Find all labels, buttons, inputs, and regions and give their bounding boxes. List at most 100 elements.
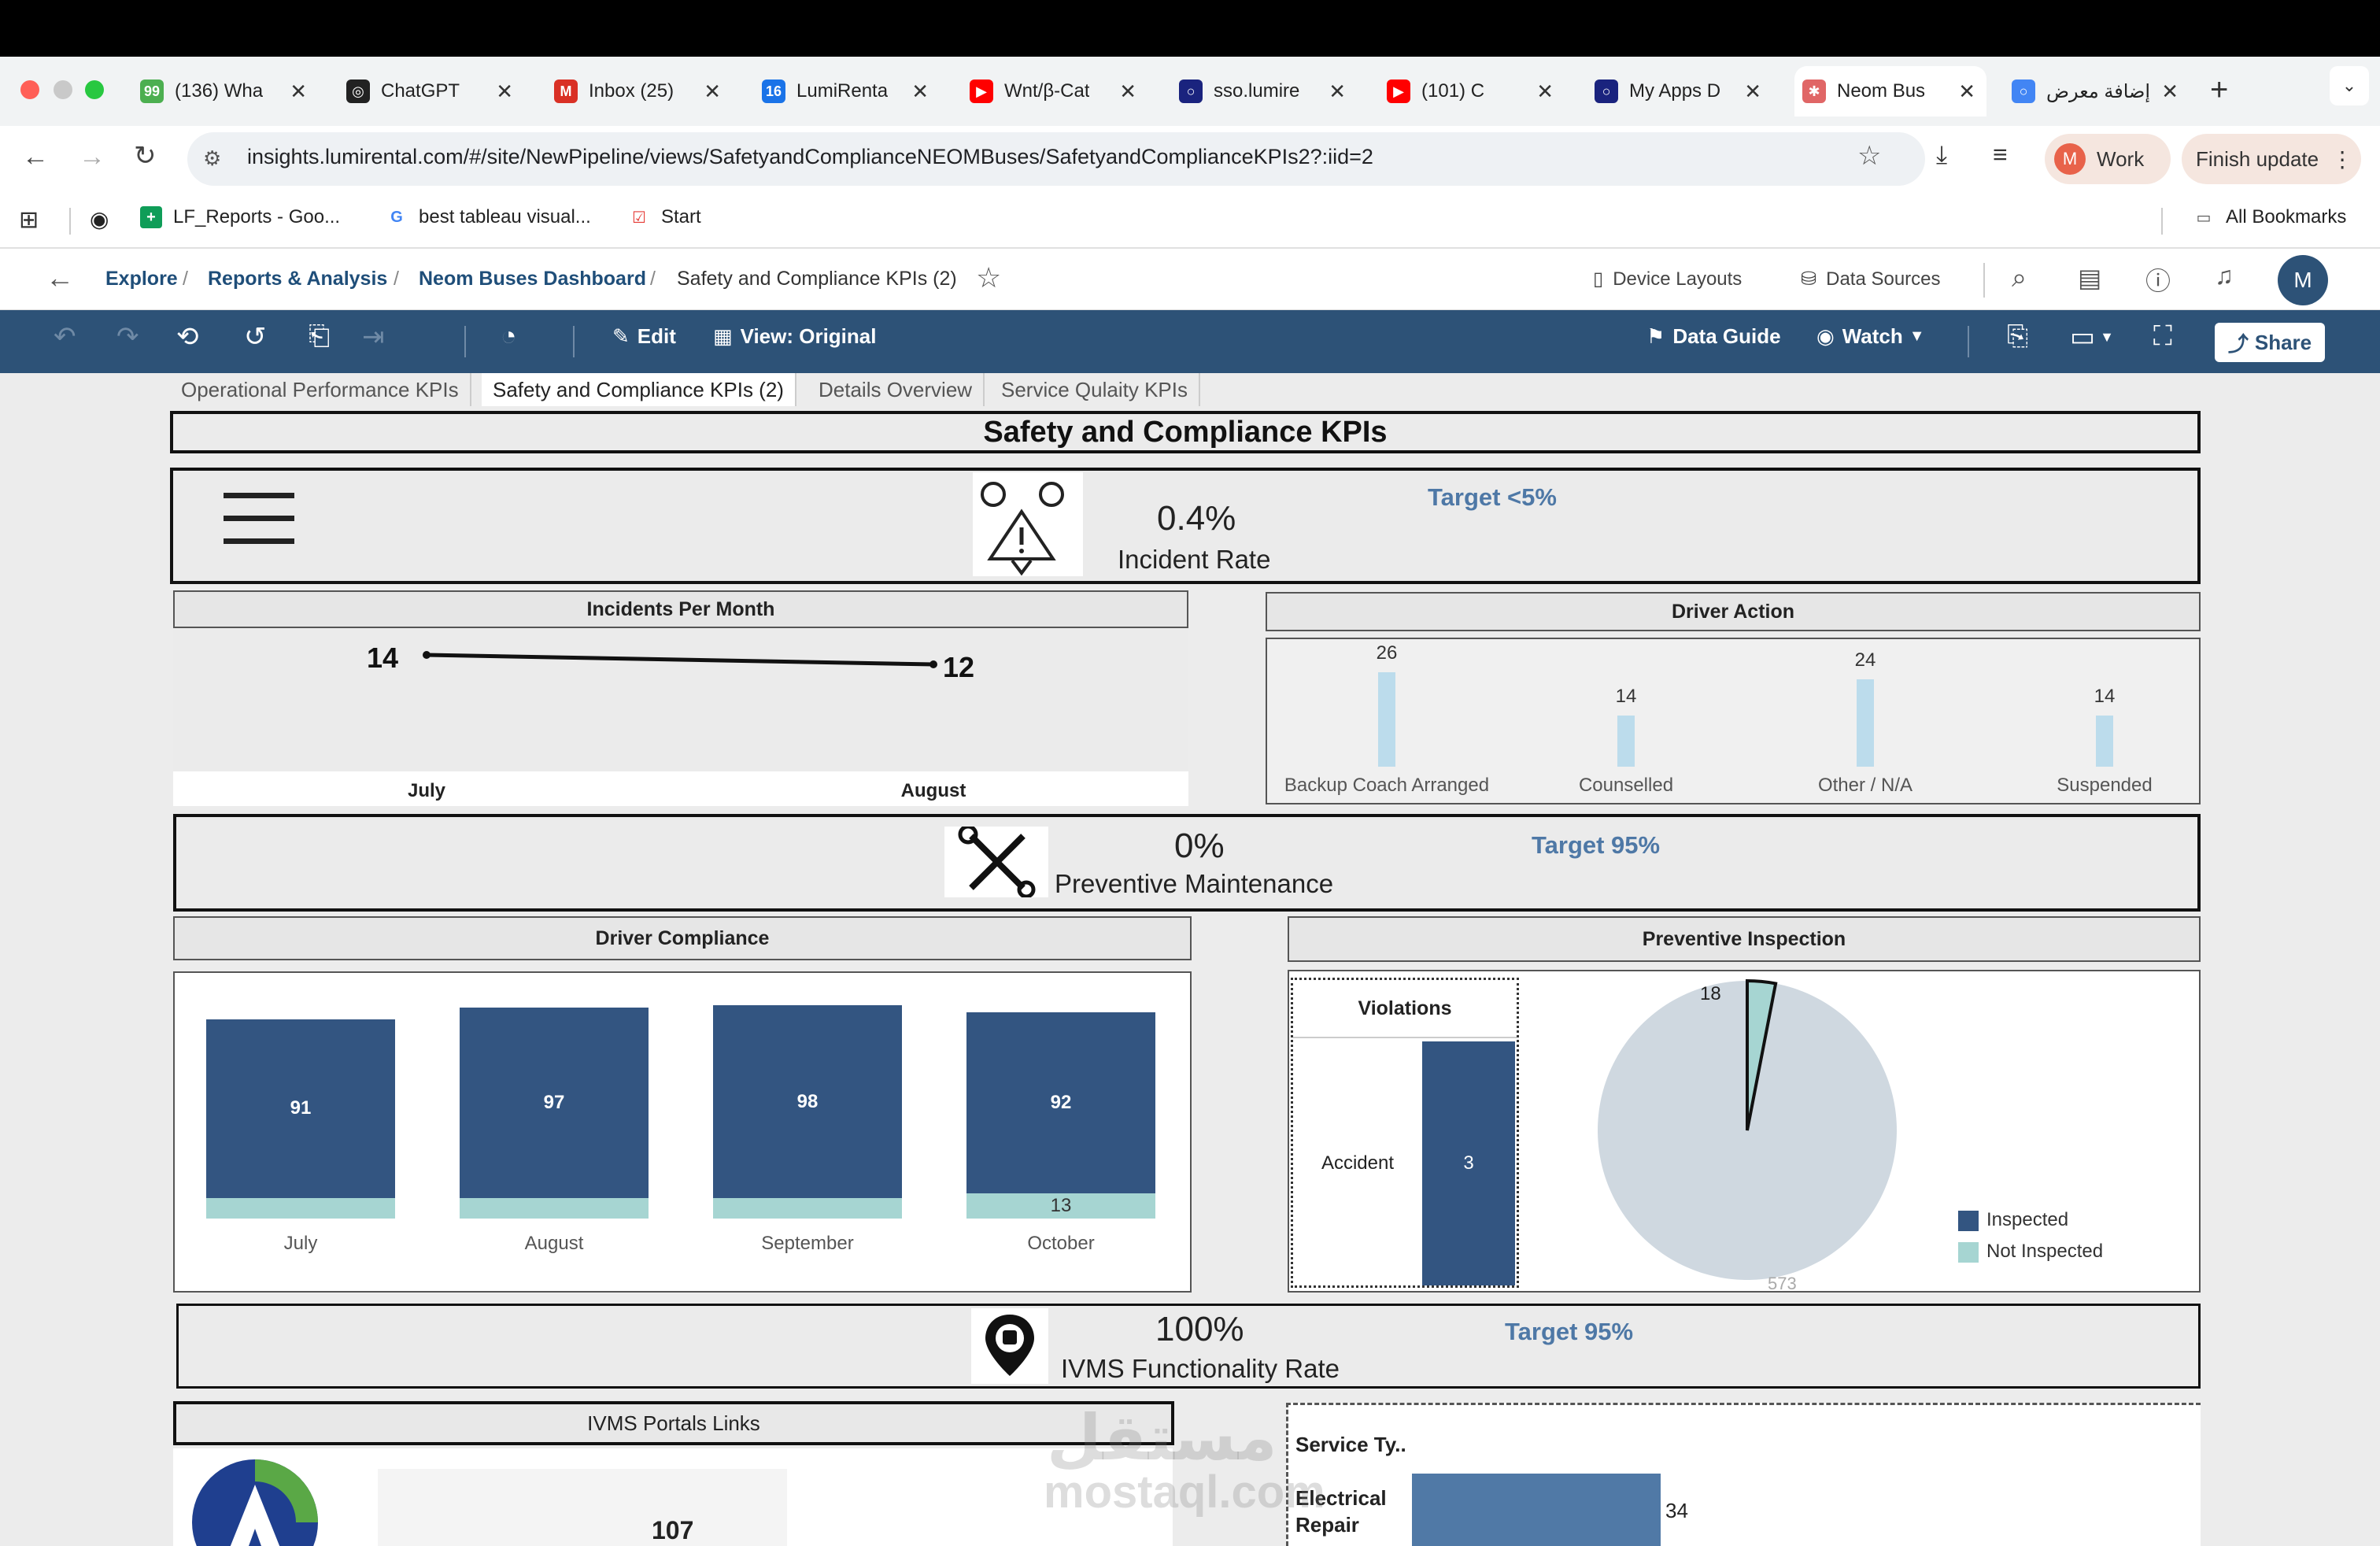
zoom-window-button[interactable]	[85, 80, 104, 99]
breadcrumb-sep: /	[650, 268, 656, 290]
user-avatar[interactable]: M	[2278, 255, 2328, 305]
incidents-point	[423, 651, 431, 659]
revert-icon[interactable]: ⟲	[176, 322, 199, 352]
close-tab-icon[interactable]: ✕	[496, 79, 513, 103]
refresh-icon[interactable]: ↺	[244, 322, 267, 352]
tab-search-button[interactable]: ⌄	[2330, 66, 2369, 105]
hamburger-icon[interactable]	[224, 493, 294, 548]
back-arrow-icon[interactable]: ←	[46, 261, 74, 294]
compliance-category: July	[283, 1233, 318, 1254]
download-icon[interactable]: ⤓	[1936, 140, 1948, 168]
undo-icon[interactable]: ↶	[54, 322, 76, 352]
service-type-row2: Repair	[1295, 1513, 1359, 1537]
tab-title: (136) Wha	[175, 80, 264, 102]
present-icon[interactable]: ▭ ▼	[2070, 322, 2114, 352]
compliance-category: August	[524, 1233, 584, 1254]
sheets-icon: +	[140, 206, 162, 228]
metrics-icon[interactable]: ◔	[501, 321, 517, 351]
back-icon[interactable]: ←	[22, 142, 49, 172]
incident-rate-panel	[170, 468, 2201, 584]
device-layouts-button[interactable]: ▯ Device Layouts	[1593, 268, 1742, 290]
address-bar[interactable]	[187, 132, 1925, 186]
close-tab-icon[interactable]: ✕	[1536, 79, 1554, 103]
incidents-axis-label: August	[901, 780, 966, 801]
help-icon[interactable]: ⓘ	[2145, 267, 2171, 295]
reload-icon[interactable]: ↻	[134, 141, 157, 171]
browser-tab[interactable]: M Inbox (25) ✕	[546, 66, 732, 117]
watch-label: Watch	[1842, 324, 1903, 348]
violations-title: Violations	[1293, 980, 1517, 1038]
close-tab-icon[interactable]: ✕	[1744, 79, 1761, 103]
profile-chip[interactable]: M Work	[2045, 134, 2171, 184]
close-tab-icon[interactable]: ✕	[2161, 79, 2179, 103]
site-info-icon[interactable]: ⚙	[203, 146, 222, 170]
finish-update-button[interactable]: Finish update ⋮	[2182, 134, 2361, 184]
breadcrumb-dashboard[interactable]: Neom Buses Dashboard	[419, 268, 646, 290]
globe-icon[interactable]: ◉	[90, 207, 109, 231]
reading-list-icon[interactable]: ≡	[1993, 140, 2008, 168]
ivms-links-value: 107	[652, 1516, 694, 1544]
favorite-star-icon[interactable]: ☆	[976, 261, 1002, 294]
pause-updates-icon[interactable]: ⎗	[309, 321, 331, 351]
watermark-arabic: مستقل	[1047, 1403, 1277, 1473]
url-text[interactable]: insights.lumirental.com/#/site/NewPipeli…	[247, 145, 1373, 168]
watch-button[interactable]: ◉ Watch ▼	[1816, 324, 1925, 349]
bell-icon[interactable]: ♫	[2215, 261, 2234, 290]
comments-icon[interactable]: ⎘	[2007, 321, 2029, 351]
maintenance-panel	[173, 814, 2201, 912]
tab-favicon-icon: ○	[1595, 80, 1618, 103]
breadcrumb-reports[interactable]: Reports & Analysis	[208, 268, 388, 290]
browser-tab[interactable]: 16 LumiRenta ✕	[754, 66, 940, 117]
data-sources-button[interactable]: ⛁ Data Sources	[1801, 268, 1941, 290]
redo-icon[interactable]: ↷	[116, 322, 139, 352]
browser-tab[interactable]: ✱ Neom Bus ✕	[1794, 66, 1986, 117]
chevron-down-icon: ▼	[1909, 327, 1925, 345]
tab-favicon-icon: ✱	[1802, 80, 1826, 103]
close-tab-icon[interactable]: ✕	[1119, 79, 1136, 103]
browser-tab[interactable]: ○ My Apps D ✕	[1587, 66, 1772, 117]
search-icon[interactable]: ⌕	[2012, 263, 2027, 293]
view-original-button[interactable]: ▦ View: Original	[713, 324, 876, 349]
bookmark-start[interactable]: ☑ Start	[628, 206, 701, 228]
bookmark-label: LF_Reports - Goo...	[173, 206, 341, 227]
recommendations-icon[interactable]: ▤	[2078, 264, 2102, 292]
sheet-tab-operational[interactable]: Operational Performance KPIs	[170, 373, 471, 406]
browser-tab[interactable]: ▶ (101) C ✕	[1379, 66, 1565, 117]
service-type-row1: Electrical	[1295, 1486, 1387, 1510]
replay-icon[interactable]: ⇥	[362, 322, 385, 352]
minimize-window-button[interactable]	[54, 80, 72, 99]
browser-tab[interactable]: 99 (136) Wha ✕	[132, 66, 318, 117]
tab-title: Neom Bus	[1837, 80, 1926, 102]
sheet-tab-safety[interactable]: Safety and Compliance KPIs (2)	[482, 373, 796, 406]
fullscreen-icon[interactable]: ⛶	[2153, 321, 2172, 351]
browser-tab[interactable]: ○ إضافة معرض ✕	[2004, 66, 2190, 117]
browser-tab[interactable]: ◎ ChatGPT ✕	[338, 66, 524, 117]
close-tab-icon[interactable]: ✕	[911, 79, 929, 103]
breadcrumb-explore[interactable]: Explore	[105, 268, 178, 290]
edit-button[interactable]: ✎ Edit	[612, 324, 676, 349]
checkbox-icon: ☑	[632, 209, 646, 227]
close-window-button[interactable]	[20, 80, 39, 99]
share-button[interactable]: ⤴ Share	[2215, 323, 2325, 362]
bookmark-lf-reports[interactable]: + LF_Reports - Goo...	[140, 206, 340, 228]
database-icon: ⛁	[1801, 268, 1817, 290]
sheet-tab-service[interactable]: Service Qulaity KPIs	[990, 373, 1200, 406]
data-guide-button[interactable]: ⚑ Data Guide	[1646, 324, 1781, 349]
incident-rate-value: 0.4%	[1157, 499, 1236, 538]
incident-warning-icon	[973, 472, 1083, 576]
close-tab-icon[interactable]: ✕	[1329, 79, 1346, 103]
close-tab-icon[interactable]: ✕	[290, 79, 307, 103]
apps-grid-icon[interactable]: ⊞	[19, 207, 39, 233]
compliance-value: 91	[290, 1097, 312, 1119]
logo-image[interactable]	[186, 1453, 324, 1546]
close-tab-icon[interactable]: ✕	[1958, 79, 1975, 103]
sheet-tab-details[interactable]: Details Overview	[808, 373, 985, 406]
browser-tab[interactable]: ▶ Wnt/β-Cat ✕	[962, 66, 1148, 117]
bookmark-star-icon[interactable]: ☆	[1857, 141, 1882, 171]
forward-icon[interactable]: →	[79, 142, 105, 172]
close-tab-icon[interactable]: ✕	[704, 79, 721, 103]
browser-tab[interactable]: ○ sso.lumire ✕	[1171, 66, 1357, 117]
all-bookmarks[interactable]: ▭ All Bookmarks	[2193, 206, 2347, 228]
new-tab-button[interactable]: +	[2210, 72, 2229, 107]
